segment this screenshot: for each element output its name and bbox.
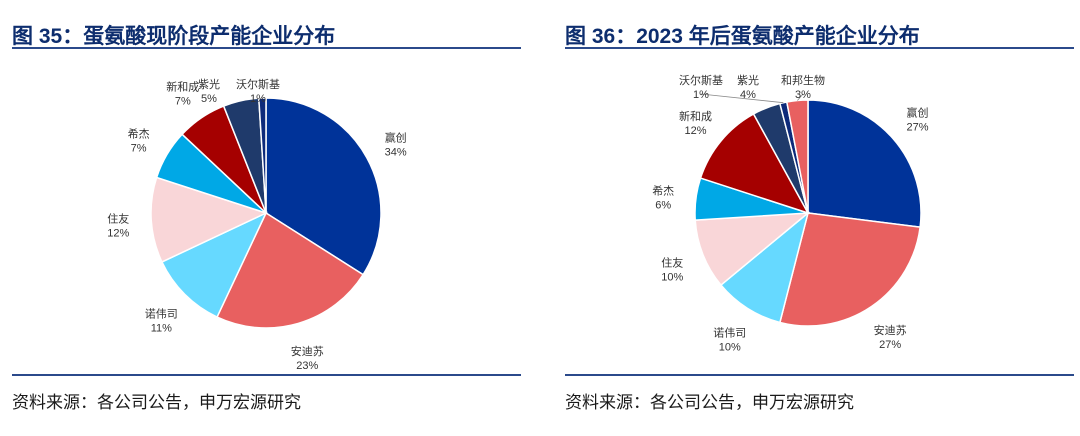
pie-slice <box>160 211 268 319</box>
title-rule <box>565 47 1074 49</box>
slice-label: 住友 <box>661 256 683 270</box>
slice-value-label: 1% <box>693 89 709 101</box>
slice-value-label: 10% <box>719 341 741 353</box>
slice-value-label: 27% <box>879 339 901 351</box>
source-rule <box>565 374 1074 376</box>
slice-label: 紫光 <box>198 77 220 91</box>
slice-label: 安迪苏 <box>291 344 324 358</box>
pie-slice <box>216 211 365 329</box>
slice-value-label: 6% <box>655 200 671 212</box>
slice-label: 赢创 <box>907 105 929 119</box>
slice-label: 和邦生物 <box>781 73 825 87</box>
pie-slice <box>807 99 922 228</box>
slice-label: 安迪苏 <box>874 323 907 337</box>
pie-slice <box>778 212 921 327</box>
pie-slice <box>699 112 810 215</box>
slice-value-label: 1% <box>250 93 266 105</box>
slice-value-label: 12% <box>684 125 706 137</box>
pie-chart-current: 赢创 34% 安迪苏 23% 诺伟司 11% 住友 12% 希杰 7% 新和成 7% 紫光 5% 沃尔斯基 1… <box>107 77 407 372</box>
source-note: 资料来源：各公司公告，申万宏源研究 <box>12 393 301 412</box>
title-rule <box>12 47 521 49</box>
slice-value-label: 11% <box>151 323 172 335</box>
chart-title: 图 36：2023 年后蛋氨酸产能企业分布 <box>565 25 920 48</box>
slice-label: 新和成 <box>679 109 712 123</box>
slice-label: 沃尔斯基 <box>679 74 723 87</box>
pie-slice <box>150 176 269 263</box>
pie-slice <box>694 212 811 287</box>
slice-label: 希杰 <box>128 127 150 141</box>
source-rule <box>12 374 521 376</box>
slice-value-label: 23% <box>296 360 318 372</box>
slice-label: 赢创 <box>385 131 407 145</box>
slice-label: 紫光 <box>737 73 759 87</box>
slice-label: 沃尔斯基 <box>236 78 280 91</box>
slice-value-label: 10% <box>661 272 683 284</box>
slice-value-label: 7% <box>175 96 191 108</box>
source-note: 资料来源：各公司公告，申万宏源研究 <box>565 393 854 412</box>
slice-value-label: 4% <box>740 89 756 101</box>
pie-chart-after-2023: 赢创 27% 安迪苏 27% 诺伟司 10% 住友 10% 希杰 6% 新和成 12% 紫光 4% 沃尔斯基… <box>652 73 929 353</box>
slice-label: 住友 <box>107 211 129 225</box>
leader-line <box>797 93 804 101</box>
pie-slice <box>257 97 267 214</box>
slice-value-label: 12% <box>107 227 129 239</box>
chart-panel-right: 图 36：2023 年后蛋氨酸产能企业分布 赢创 27% 安迪苏 27% 诺伟司 10% 住… <box>553 0 1080 436</box>
slice-label: 新和成 <box>166 80 199 94</box>
leader-line <box>700 93 784 104</box>
chart-panel-left: 图 35：蛋氨酸现阶段产能企业分布 赢创 34% 安迪苏 23% 诺伟司 11% 住友 12%… <box>0 0 527 436</box>
slice-value-label: 5% <box>201 93 217 105</box>
slice-value-label: 3% <box>795 89 811 101</box>
pie-slice <box>785 99 809 214</box>
chart-title: 图 35：蛋氨酸现阶段产能企业分布 <box>12 25 336 48</box>
pie-slice <box>719 210 810 324</box>
slice-label: 诺伟司 <box>145 308 178 321</box>
slice-label: 诺伟司 <box>713 326 746 339</box>
slice-value-label: 34% <box>385 147 407 159</box>
slice-label: 希杰 <box>652 184 674 198</box>
slice-value-label: 27% <box>906 121 928 133</box>
slice-value-label: 7% <box>131 143 147 155</box>
